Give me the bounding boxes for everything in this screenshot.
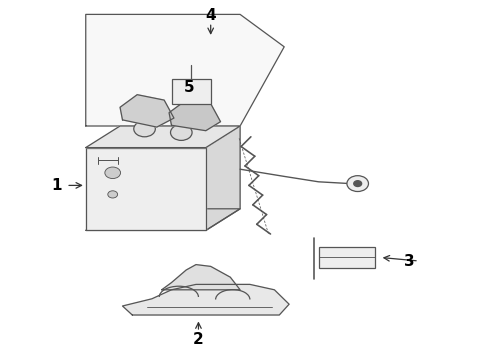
- Circle shape: [108, 191, 118, 198]
- Text: 3: 3: [404, 253, 415, 269]
- Polygon shape: [162, 265, 240, 290]
- Polygon shape: [86, 126, 240, 148]
- Polygon shape: [122, 284, 289, 315]
- Circle shape: [354, 181, 362, 186]
- Circle shape: [105, 167, 121, 179]
- Polygon shape: [120, 95, 174, 127]
- Polygon shape: [86, 209, 240, 230]
- Polygon shape: [86, 14, 284, 126]
- Circle shape: [134, 121, 155, 137]
- Bar: [318, 247, 375, 268]
- Circle shape: [347, 176, 368, 192]
- Text: 2: 2: [193, 332, 204, 347]
- Text: 5: 5: [183, 80, 194, 95]
- Polygon shape: [169, 100, 220, 131]
- Polygon shape: [86, 148, 206, 230]
- Text: 1: 1: [51, 178, 62, 193]
- Text: 4: 4: [205, 8, 216, 23]
- Circle shape: [171, 125, 192, 140]
- Polygon shape: [206, 126, 240, 230]
- Bar: [172, 79, 211, 104]
